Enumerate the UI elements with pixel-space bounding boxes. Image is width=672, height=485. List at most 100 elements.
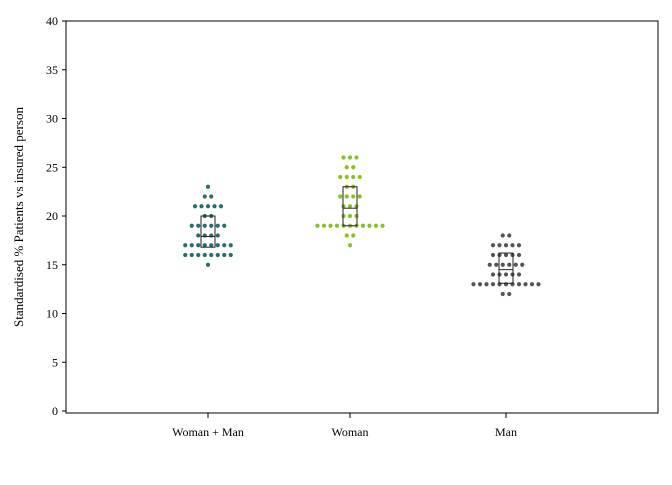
data-point [494, 262, 499, 267]
data-point [321, 223, 327, 228]
data-point [189, 243, 194, 248]
data-point [497, 243, 502, 248]
y-tick-label: 25 [46, 160, 58, 174]
data-point [209, 194, 214, 199]
data-point [192, 204, 198, 209]
data-point [189, 223, 194, 228]
data-point [338, 174, 343, 180]
data-point [357, 194, 362, 199]
data-point [347, 155, 353, 160]
data-point [484, 282, 489, 287]
data-point [196, 243, 201, 248]
data-point [507, 233, 512, 238]
data-point [328, 223, 333, 228]
data-point [516, 243, 522, 248]
data-point [490, 272, 496, 277]
data-point [218, 204, 224, 209]
y-tick-label: 40 [46, 14, 58, 28]
data-point [516, 272, 522, 277]
data-point [503, 243, 509, 248]
data-point [228, 243, 233, 248]
plot-frame [65, 20, 659, 414]
data-point [344, 174, 349, 180]
data-point [477, 282, 483, 287]
y-tick-label: 35 [46, 63, 58, 77]
data-point [347, 204, 353, 209]
data-point [228, 252, 233, 258]
data-point [209, 243, 214, 248]
y-axis: 0 5 10 15 20 25 30 35 40 [46, 14, 66, 418]
data-point [183, 243, 188, 248]
data-point [380, 223, 385, 228]
data-point [209, 223, 214, 228]
data-point [520, 262, 525, 267]
data-point [529, 282, 535, 287]
data-point [490, 252, 496, 258]
data-point [516, 252, 522, 258]
data-point [351, 194, 356, 199]
data-point [209, 252, 214, 258]
data-point [215, 223, 220, 228]
box-iqr [342, 186, 358, 227]
data-point [487, 262, 492, 267]
data-point [196, 233, 201, 238]
data-point [202, 252, 207, 258]
data-point [503, 252, 509, 258]
data-point [500, 262, 505, 267]
data-point [183, 252, 188, 258]
data-point [344, 165, 349, 170]
data-point [215, 252, 220, 258]
data-point [354, 155, 359, 160]
data-point [341, 155, 346, 160]
data-point [334, 223, 340, 228]
x-tick-label: Woman + Man [172, 425, 244, 439]
data-point [222, 252, 227, 258]
data-point [315, 223, 320, 228]
data-point [215, 243, 220, 248]
data-point [507, 291, 512, 297]
data-point [347, 243, 353, 248]
data-point [500, 233, 505, 238]
data-point [196, 223, 201, 228]
x-tick-label: Woman [331, 425, 368, 439]
data-point [338, 194, 343, 199]
data-point [222, 223, 227, 228]
data-point [189, 252, 194, 258]
data-point [367, 223, 372, 228]
data-point [503, 272, 509, 277]
data-point [205, 204, 211, 209]
data-point [202, 194, 207, 199]
data-point [373, 223, 379, 228]
data-point [196, 252, 201, 258]
data-point [513, 262, 518, 267]
data-point [212, 204, 217, 209]
data-point [199, 204, 204, 209]
data-point [351, 233, 356, 238]
data-point [471, 282, 476, 287]
y-tick-label: 5 [52, 355, 58, 369]
y-tick-label: 0 [52, 404, 58, 418]
data-point [516, 282, 522, 287]
data-point [357, 174, 362, 180]
data-point [360, 223, 366, 228]
data-point [490, 282, 496, 287]
data-point [523, 282, 528, 287]
data-point [347, 213, 353, 219]
data-point [205, 262, 211, 267]
x-axis: Woman + Man Woman Man [172, 413, 517, 439]
data-point [344, 233, 349, 238]
box-iqr [200, 215, 216, 248]
data-point [536, 282, 541, 287]
data-point [500, 291, 505, 297]
y-axis-title: Standardised % Patients vs insured perso… [11, 107, 26, 327]
box-iqr [498, 252, 514, 284]
y-tick-label: 30 [46, 112, 58, 126]
x-tick-label: Man [495, 425, 517, 439]
boxes-layer [200, 186, 514, 284]
data-point [507, 262, 512, 267]
y-tick-label: 20 [46, 209, 58, 223]
data-point [222, 243, 227, 248]
y-tick-label: 15 [46, 258, 58, 272]
data-point [510, 243, 515, 248]
